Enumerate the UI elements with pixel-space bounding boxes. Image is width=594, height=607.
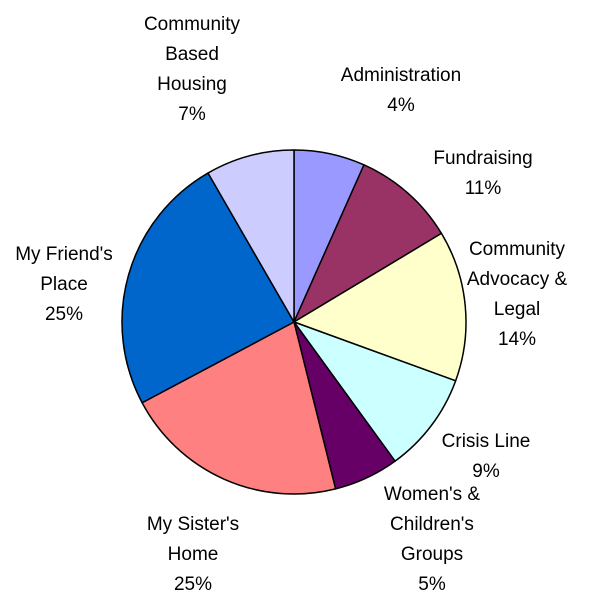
slice-community-advocacy-legal: [293, 232, 467, 382]
category-label-line: Community: [469, 239, 566, 260]
label-my-sister-s-home: My Sister's Home 25%: [147, 514, 239, 595]
category-label-line: Women's &: [384, 484, 481, 505]
category-label-line: Legal: [494, 299, 541, 320]
slice-community-based-housing: [207, 149, 295, 323]
slice-crisis-line: [293, 321, 457, 462]
percent-label: 11%: [465, 178, 502, 199]
category-label-line: Place: [40, 274, 88, 295]
percent-label: 25%: [45, 304, 83, 325]
category-label-line: Community: [144, 14, 241, 35]
category-label-line: Children's: [390, 514, 474, 535]
percent-label: 14%: [498, 329, 536, 350]
label-women-s-children-s-groups: Women's & Children's Groups 5%: [384, 484, 481, 595]
category-label-line: My Friend's: [15, 244, 113, 265]
category-label-line: Based: [165, 44, 219, 65]
percent-label: 9%: [472, 461, 500, 482]
percent-label: 4%: [387, 95, 415, 116]
category-label-line: Advocacy &: [467, 269, 568, 290]
percent-label: 25%: [174, 574, 212, 595]
label-community-advocacy-legal: Community Advocacy & Legal 14%: [467, 239, 568, 350]
category-label-line: Groups: [401, 544, 463, 565]
category-label-line: Home: [168, 544, 219, 565]
slice-labels: Administration 4% Fundraising 11% Community A…: [15, 14, 567, 595]
label-fundraising: Fundraising 11%: [433, 148, 532, 199]
category-label-line: Fundraising: [433, 148, 532, 169]
slice-my-friend-s-place: [121, 172, 295, 404]
category-label-line: Crisis Line: [442, 431, 531, 452]
category-label-line: My Sister's: [147, 514, 239, 535]
percent-label: 7%: [178, 104, 206, 125]
label-crisis-line: Crisis Line 9%: [442, 431, 531, 482]
pie-slices: [121, 149, 467, 495]
label-community-based-housing: Community Based Housing 7%: [144, 14, 241, 125]
slice-fundraising: [293, 164, 443, 323]
label-my-friend-s-place: My Friend's Place 25%: [15, 244, 113, 325]
category-label-line: Administration: [341, 65, 461, 86]
label-administration: Administration 4%: [341, 65, 461, 116]
percent-label: 5%: [418, 574, 446, 595]
slice-my-sister-s-home: [141, 321, 337, 495]
category-label-line: Housing: [157, 74, 227, 95]
